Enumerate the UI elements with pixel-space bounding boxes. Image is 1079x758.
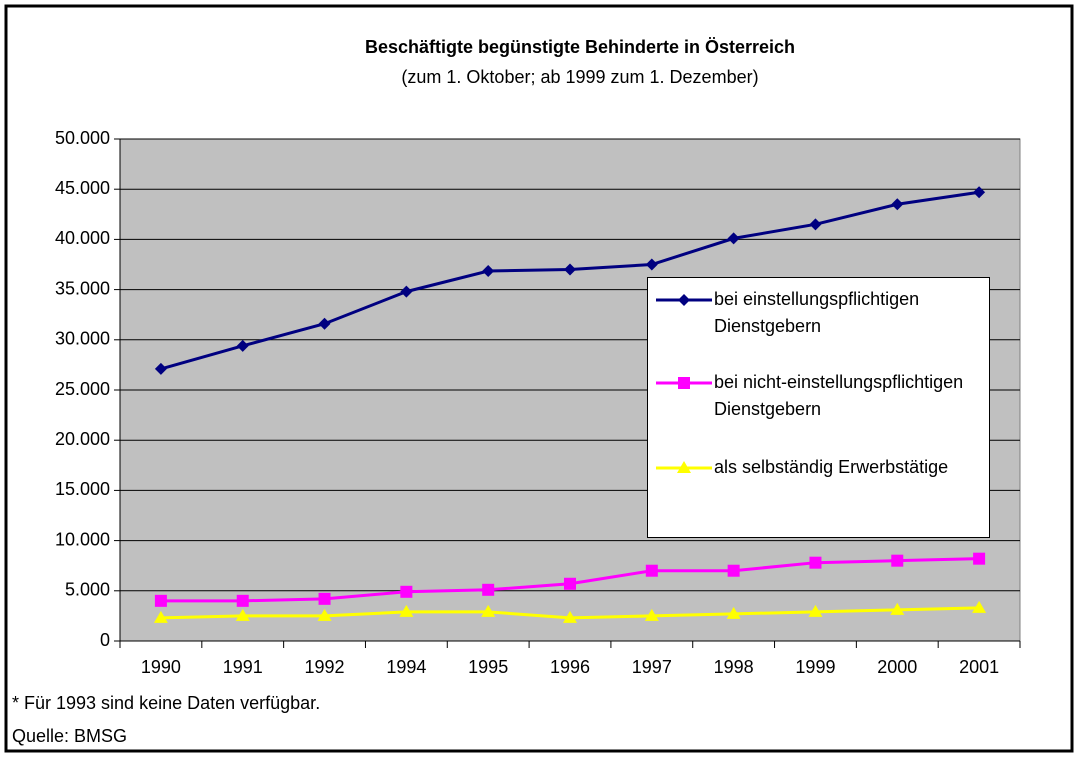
y-tick-label: 40.000: [55, 228, 110, 248]
x-tick-label: 1990: [141, 657, 181, 677]
marker: [318, 592, 331, 605]
marker: [481, 604, 496, 617]
footnote: * Für 1993 sind keine Daten verfügbar.: [12, 693, 320, 713]
y-tick-label: 50.000: [55, 128, 110, 148]
x-tick-label: 1991: [223, 657, 263, 677]
marker: [972, 600, 987, 613]
marker: [153, 610, 168, 623]
marker: [809, 218, 822, 231]
marker: [727, 232, 740, 245]
x-tick-label: 2001: [959, 657, 999, 677]
marker: [890, 602, 905, 615]
marker: [891, 198, 904, 211]
y-tick-label: 10.000: [55, 529, 110, 549]
marker: [482, 583, 495, 596]
legend-swatch: [656, 377, 712, 389]
y-tick-label: 0: [100, 630, 110, 650]
marker: [808, 604, 823, 617]
marker: [400, 585, 413, 598]
marker: [318, 317, 331, 330]
marker: [678, 377, 690, 389]
y-tick-label: 15.000: [55, 479, 110, 499]
marker: [236, 594, 249, 607]
marker: [645, 258, 658, 271]
marker: [154, 594, 167, 607]
chart-title: Beschäftigte begünstigte Behinderte in Ö…: [365, 37, 795, 57]
marker: [563, 610, 577, 623]
y-tick-label: 45.000: [55, 178, 110, 198]
marker: [645, 564, 658, 577]
legend: bei einstellungspflichtigen Dienstgebern…: [647, 277, 990, 538]
legend-swatch: [656, 294, 712, 306]
x-tick-label: 1994: [386, 657, 426, 677]
marker: [677, 461, 691, 473]
marker: [809, 556, 822, 569]
marker: [482, 265, 495, 278]
chart-subtitle: (zum 1. Oktober; ab 1999 zum 1. Dezember…: [401, 67, 758, 87]
marker: [400, 285, 413, 298]
x-tick-label: 1998: [714, 657, 754, 677]
x-tick-label: 1997: [632, 657, 672, 677]
x-tick-label: 1996: [550, 657, 590, 677]
marker: [891, 554, 904, 567]
marker: [726, 606, 741, 619]
marker: [564, 577, 576, 590]
x-tick-label: 1992: [305, 657, 345, 677]
legend-swatch: [656, 461, 712, 473]
marker: [973, 552, 986, 565]
marker: [678, 294, 690, 306]
marker: [564, 263, 576, 276]
y-tick-label: 35.000: [55, 278, 110, 298]
marker: [235, 608, 250, 621]
legend-label: bei nicht-einstellungspflichtigen Dienst…: [714, 372, 964, 419]
marker: [317, 608, 332, 621]
legend-label: bei einstellungspflichtigen Dienstgebern: [714, 289, 920, 336]
marker: [399, 604, 414, 617]
marker: [727, 564, 740, 577]
marker: [154, 362, 167, 375]
x-tick-label: 1999: [795, 657, 835, 677]
legend-label: als selbständig Erwerbstätige: [714, 457, 949, 477]
x-tick-label: 1995: [468, 657, 508, 677]
marker: [236, 339, 249, 352]
marker: [644, 608, 659, 621]
y-tick-label: 30.000: [55, 329, 110, 349]
source-note: Quelle: BMSG: [12, 726, 127, 746]
marker: [973, 186, 986, 199]
y-tick-label: 20.000: [55, 429, 110, 449]
y-tick-label: 5.000: [65, 580, 110, 600]
y-tick-label: 25.000: [55, 379, 110, 399]
x-tick-label: 2000: [877, 657, 917, 677]
